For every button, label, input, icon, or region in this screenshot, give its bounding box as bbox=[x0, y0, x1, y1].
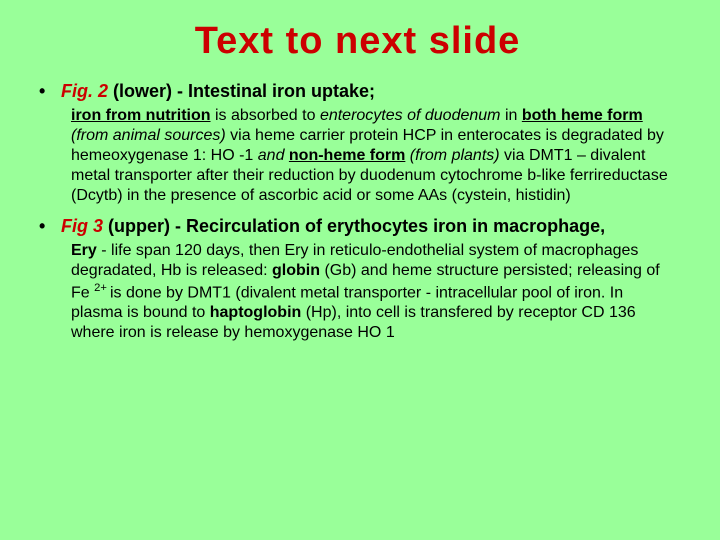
fig3-upper: (upper) bbox=[103, 216, 175, 236]
bullet-2-text: Fig 3 (upper) - Recirculation of erythoc… bbox=[61, 216, 605, 237]
both-heme-form: both heme form bbox=[522, 107, 643, 124]
fe-charge: 2+ bbox=[94, 282, 110, 294]
paragraph-2: Ery - life span 120 days, then Ery in re… bbox=[35, 241, 680, 343]
p1-from-plants: (from plants) bbox=[405, 147, 499, 164]
non-heme-form: non-heme form bbox=[289, 147, 405, 164]
globin: globin bbox=[272, 262, 320, 279]
p1-enterocytes: enterocytes of duodenum bbox=[320, 107, 501, 124]
fig2-rest: (lower) - Intestinal iron uptake; bbox=[108, 81, 375, 101]
p1-in: in bbox=[501, 107, 522, 124]
p1-and: and bbox=[258, 147, 289, 164]
fig2-label: Fig. 2 bbox=[61, 81, 108, 101]
paragraph-1: iron from nutrition is absorbed to enter… bbox=[35, 106, 680, 206]
bullet-1: • Fig. 2 (lower) - Intestinal iron uptak… bbox=[35, 81, 680, 102]
bullet-1-text: Fig. 2 (lower) - Intestinal iron uptake; bbox=[61, 81, 375, 102]
iron-nutrition: iron from nutrition bbox=[71, 107, 211, 124]
bullet-2: • Fig 3 (upper) - Recirculation of eryth… bbox=[35, 216, 680, 237]
fig3-label: Fig 3 bbox=[61, 216, 103, 236]
bullet-dot: • bbox=[39, 81, 61, 102]
ery: Ery bbox=[71, 242, 97, 259]
haptoglobin: haptoglobin bbox=[210, 304, 302, 321]
fig3-recirc: - Recirculation of erythocytes iron in m… bbox=[175, 216, 605, 236]
slide-title: Text to next slide bbox=[35, 20, 680, 63]
bullet-dot-2: • bbox=[39, 216, 61, 237]
p1-from-animal: (from animal sources) bbox=[71, 127, 226, 144]
p1-t1: is absorbed to bbox=[211, 107, 320, 124]
